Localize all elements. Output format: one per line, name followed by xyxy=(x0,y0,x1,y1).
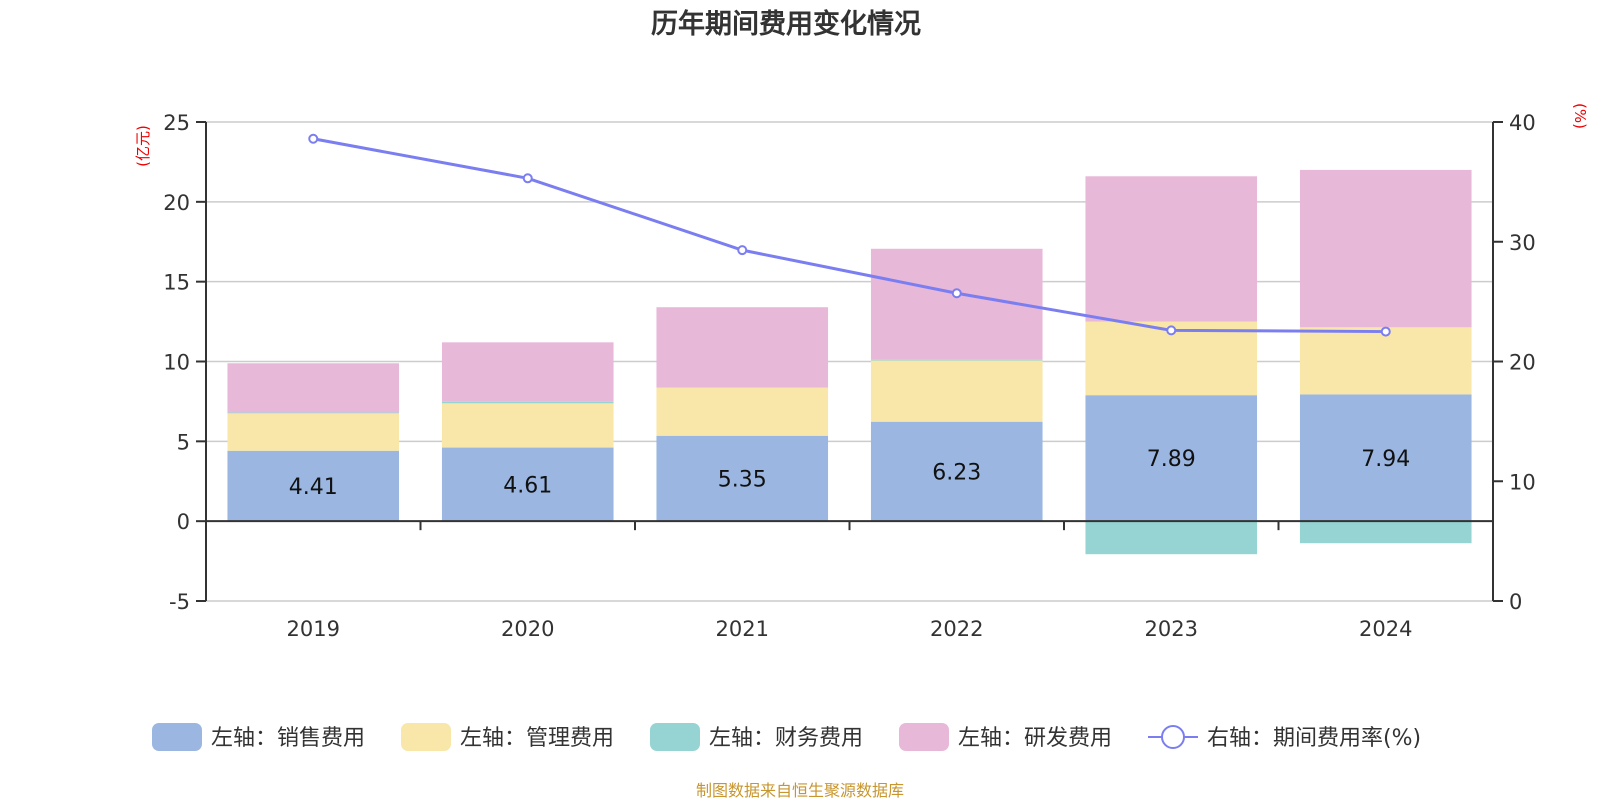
legend-label: 左轴：管理费用 xyxy=(460,726,614,751)
x-tick-label: 2024 xyxy=(1359,617,1412,641)
bar-value-label: 5.35 xyxy=(718,467,767,492)
bar-segment xyxy=(1299,169,1472,328)
left-tick-label: 5 xyxy=(177,430,190,454)
rate-point xyxy=(522,173,533,184)
right-axis-ticks: 40 30 20 10 0 xyxy=(1493,111,1536,614)
rate-point xyxy=(1166,325,1177,336)
rate-line xyxy=(312,137,1386,334)
left-axis-unit: (亿元) xyxy=(134,125,152,167)
bar-segment xyxy=(441,401,614,404)
bar-segment xyxy=(1299,327,1472,395)
bar-segment xyxy=(441,342,614,402)
right-tick-label: 0 xyxy=(1509,590,1522,614)
bar-segment xyxy=(1085,176,1258,322)
bar-segment xyxy=(441,447,614,522)
x-tick-label: 2022 xyxy=(930,617,983,641)
legend-label: 左轴：研发费用 xyxy=(958,726,1112,751)
legend-label: 左轴：销售费用 xyxy=(211,726,365,751)
rate-point xyxy=(951,288,962,299)
chart-title: 历年期间费用变化情况 xyxy=(651,8,921,40)
bar-segment xyxy=(227,412,400,451)
bar-segment xyxy=(656,307,829,388)
left-tick-label: 25 xyxy=(163,111,190,135)
left-tick-label: 10 xyxy=(163,351,190,375)
legend-item[interactable]: 左轴：研发费用 xyxy=(899,723,1112,751)
bar-segment xyxy=(227,363,400,413)
bar-segment xyxy=(227,412,400,414)
right-axis-unit: (%) xyxy=(1571,103,1589,129)
bar-segment xyxy=(1299,521,1472,544)
x-tick-label: 2023 xyxy=(1145,617,1198,641)
left-tick-label: -5 xyxy=(169,590,190,614)
bar-value-label: 4.61 xyxy=(503,473,552,498)
left-tick-label: 0 xyxy=(177,510,190,534)
bar-segment xyxy=(1085,395,1258,522)
left-axis-ticks: 25 20 15 10 5 0 -5 xyxy=(163,111,206,614)
legend-label: 左轴：财务费用 xyxy=(709,726,863,751)
left-tick-label: 20 xyxy=(163,191,190,215)
x-tick-label: 2020 xyxy=(501,617,554,641)
right-tick-label: 20 xyxy=(1509,351,1536,375)
bar-segment xyxy=(1085,521,1258,555)
bar-segment xyxy=(227,450,400,522)
legend-circle-icon xyxy=(1161,725,1185,749)
right-tick-label: 10 xyxy=(1509,470,1536,494)
bar-segment xyxy=(441,403,614,448)
rate-point xyxy=(308,133,319,144)
legend-swatch xyxy=(401,723,451,751)
bar-segment xyxy=(656,435,829,522)
legend-swatch xyxy=(899,723,949,751)
bar-segment xyxy=(870,359,1043,361)
legend-item[interactable]: 右轴：期间费用率(%) xyxy=(1148,725,1421,751)
bar-segment xyxy=(1299,394,1472,522)
bars xyxy=(227,169,1472,555)
x-axis-labels: 2019 2020 2021 2022 2023 2024 xyxy=(287,617,1413,641)
x-tick-label: 2019 xyxy=(287,617,340,641)
legend: 左轴：销售费用 左轴：管理费用 左轴：财务费用 左轴：研发费用 右轴：期间费用率(%) xyxy=(152,723,1421,751)
rate-point xyxy=(1380,326,1391,337)
bar-value-labels: 4.41 4.61 5.35 6.23 7.89 7.94 xyxy=(289,447,1410,500)
right-tick-label: 30 xyxy=(1509,231,1536,255)
legend-label: 右轴：期间费用率(%) xyxy=(1207,726,1421,751)
legend-item[interactable]: 左轴：管理费用 xyxy=(401,723,614,751)
rate-point xyxy=(737,245,748,256)
left-tick-label: 15 xyxy=(163,271,190,295)
gridlines xyxy=(206,121,1493,602)
legend-item[interactable]: 左轴：财务费用 xyxy=(650,723,863,751)
rate-line-series xyxy=(308,133,1391,337)
data-source-note: 制图数据来自恒生聚源数据库 xyxy=(696,781,904,800)
legend-swatch xyxy=(650,723,700,751)
right-tick-label: 40 xyxy=(1509,111,1536,135)
bar-value-label: 7.94 xyxy=(1361,447,1410,472)
bar-segment xyxy=(870,421,1043,522)
bar-segment xyxy=(656,387,829,436)
x-tick-label: 2021 xyxy=(716,617,769,641)
bar-value-label: 4.41 xyxy=(289,475,338,500)
bar-value-label: 6.23 xyxy=(932,460,981,485)
bar-segment xyxy=(870,359,1043,422)
legend-item[interactable]: 左轴：销售费用 xyxy=(152,723,365,751)
legend-swatch xyxy=(152,723,202,751)
bar-value-label: 7.89 xyxy=(1147,447,1196,472)
